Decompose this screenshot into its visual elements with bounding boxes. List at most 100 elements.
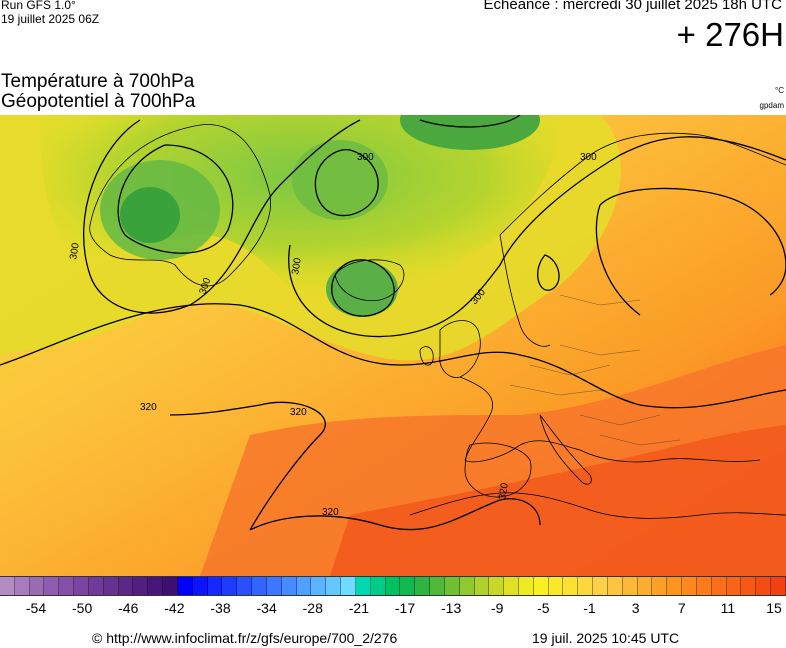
colorbar-swatch: [533, 577, 549, 595]
colorbar-tick-label: 11: [720, 600, 736, 616]
colorbar-swatch: [474, 577, 490, 595]
colorbar-tick-label: -1: [583, 600, 596, 616]
colorbar-swatch: [563, 577, 579, 595]
contour-300-east-greenland: [314, 149, 379, 217]
map-title-geopotential: Géopotentiel à 700hPa: [1, 91, 196, 112]
north-africa-coast: [409, 492, 786, 519]
contour-300-main: [288, 136, 786, 338]
colorbar-tick-label: -28: [302, 600, 323, 616]
colorbar-swatch: [207, 577, 223, 595]
colorbar-swatch: [652, 577, 668, 595]
europe-coast: [459, 376, 761, 463]
colorbar-tick-label: -46: [118, 600, 139, 616]
colorbar-swatch: [430, 577, 445, 595]
colorbar-swatch: [0, 577, 15, 595]
british-isles: [419, 320, 481, 378]
colorbar-swatch: [459, 577, 475, 595]
contour-320-south: [169, 401, 501, 531]
italy: [539, 414, 592, 485]
contour-320-mediterranean: [499, 498, 541, 526]
colorbar-swatch: [29, 577, 45, 595]
colorbar-swatch: [296, 577, 312, 595]
greenland-coast: [89, 124, 272, 287]
run-date: 19 juillet 2025 06Z: [1, 12, 100, 26]
colorbar-swatch: [281, 577, 297, 595]
colorbar-swatch: [355, 577, 371, 595]
colorbar-swatch: [726, 577, 742, 595]
colorbar-swatch: [222, 577, 238, 595]
colorbar-swatch: [163, 577, 178, 595]
map-title-temperature: Température à 700hPa: [1, 71, 195, 92]
contour-310-east: [595, 187, 786, 316]
colorbar-swatch: [756, 577, 772, 595]
colorbar-swatch: [400, 577, 416, 595]
colorbar-swatch: [622, 577, 638, 595]
contour-label: 300: [290, 257, 304, 276]
colorbar-swatch: [637, 577, 653, 595]
iberia: [464, 442, 532, 498]
colorbar-swatch: [237, 577, 253, 595]
colorbar-swatch: [607, 577, 623, 595]
colorbar-swatch: [696, 577, 712, 595]
colorbar-swatch: [504, 577, 519, 595]
contour-310-west: [0, 303, 786, 409]
colorbar-tick-label: -13: [441, 600, 462, 616]
contour-label: 320: [140, 402, 157, 413]
colorbar-tick-label: 15: [766, 600, 782, 616]
colorbar-swatch: [177, 577, 193, 595]
contour-label: 320: [290, 407, 307, 418]
contour-300-scandinavia: [537, 254, 560, 291]
country-borders: [509, 294, 681, 446]
lead-time: + 276H: [676, 16, 784, 53]
colorbar-swatch: [667, 577, 683, 595]
colorbar-swatch: [711, 577, 727, 595]
colorbar-swatch: [74, 577, 89, 595]
generation-time: 19 juil. 2025 10:45 UTC: [532, 630, 680, 646]
colorbar-swatch: [148, 577, 164, 595]
colorbar-swatch: [593, 577, 608, 595]
colorbar-swatch: [682, 577, 697, 595]
run-label: Run GFS 1.0°: [1, 0, 76, 12]
colorbar-swatch: [341, 577, 356, 595]
cold-core-iceland: [326, 261, 398, 317]
coastlines: [89, 124, 786, 519]
contour-300-greenland: [117, 144, 234, 254]
colorbar-swatch: [578, 577, 594, 595]
colorbar-swatch: [103, 577, 119, 595]
contour-label: 300: [580, 152, 597, 163]
colorbar-tick-label: -54: [25, 600, 47, 616]
colorbar-tick-label: -38: [210, 600, 231, 616]
weather-map: 300 300 300 300 300 300 320 320 320 320: [0, 115, 786, 576]
colorbar-swatch: [133, 577, 149, 595]
colorbar-tick-label: 7: [677, 600, 686, 616]
colorbar-swatch: [741, 577, 757, 595]
colorbar-tick-label: -21: [348, 600, 369, 616]
colorbar-swatch: [444, 577, 460, 595]
map-svg: 300 300 300 300 300 300 320 320 320 320: [0, 115, 786, 576]
contour-label: 300: [68, 242, 82, 261]
contour-label: 300: [357, 152, 374, 163]
colorbar-swatch: [311, 577, 327, 595]
colorbar-swatch: [44, 577, 60, 595]
colorbar-tick-label: -50: [72, 600, 93, 616]
credit-link[interactable]: © http://www.infoclimat.fr/z/gfs/europe/…: [92, 630, 398, 646]
colorbar-tick-label: -17: [394, 600, 416, 616]
temperature-colorbar: [0, 576, 786, 596]
colorbar-swatch: [326, 577, 342, 595]
colorbar-tick-label: -42: [164, 600, 185, 616]
colorbar-swatch: [385, 577, 401, 595]
colorbar-tick-label: -34: [256, 600, 277, 616]
colorbar-swatch: [192, 577, 208, 595]
border: [509, 294, 681, 446]
colorbar-swatch: [59, 577, 75, 595]
norway-coast: [499, 132, 786, 347]
iceland-coast: [334, 259, 405, 302]
contour-label: 320: [322, 507, 339, 518]
unit-temperature: °C: [775, 86, 784, 95]
cold-core-greenland-inner: [120, 187, 180, 243]
colorbar-swatch: [489, 577, 505, 595]
colorbar-swatch: [266, 577, 282, 595]
colorbar-swatch: [548, 577, 564, 595]
colorbar-swatch: [370, 577, 386, 595]
colorbar-swatch: [771, 577, 786, 595]
